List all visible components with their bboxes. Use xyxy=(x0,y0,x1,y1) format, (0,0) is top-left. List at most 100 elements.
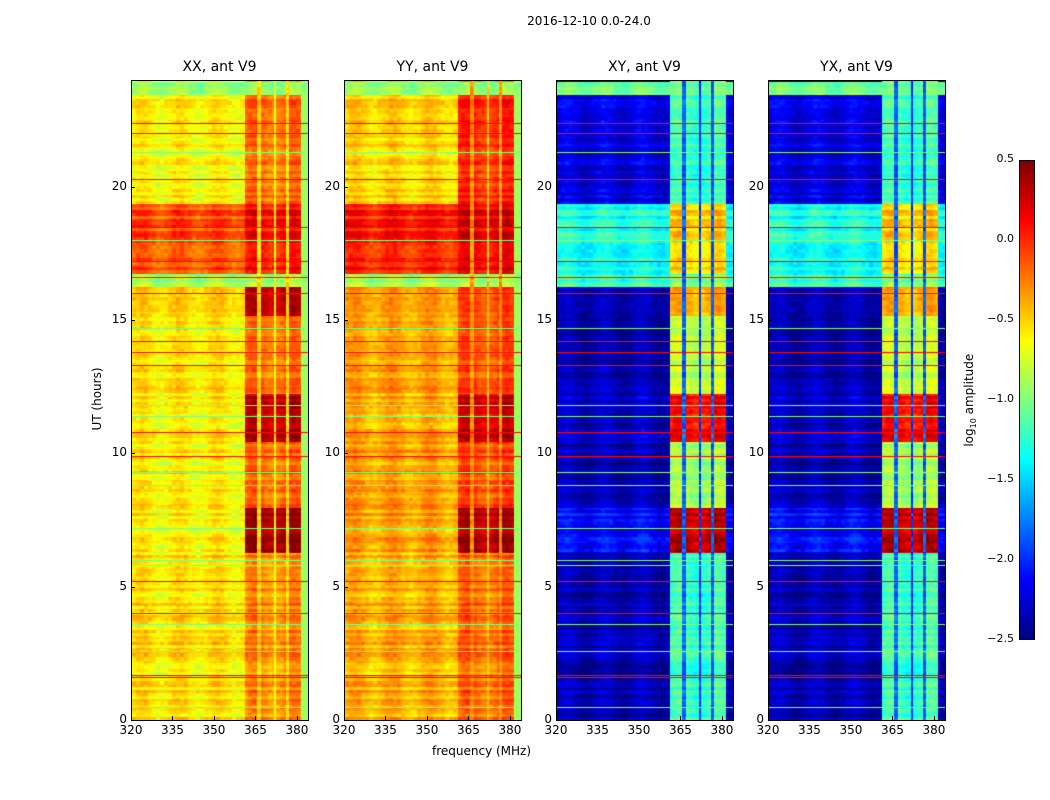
heatmap-image xyxy=(769,81,945,720)
heatmap-panel xyxy=(344,80,522,721)
y-tick-label: 5 xyxy=(119,578,127,593)
x-tick-mark xyxy=(638,716,640,720)
x-tick-mark xyxy=(721,716,723,720)
x-tick-mark xyxy=(680,716,682,720)
x-tick-label: 320 xyxy=(756,723,780,737)
y-tick-mark xyxy=(556,320,560,321)
y-tick-label: 20 xyxy=(748,178,764,193)
heatmap-image xyxy=(557,81,733,720)
x-tick-mark xyxy=(426,716,428,720)
x-tick-mark xyxy=(933,716,935,720)
x-tick-mark xyxy=(213,716,215,720)
y-tick-label: 20 xyxy=(324,178,340,193)
y-tick-label: 5 xyxy=(756,578,764,593)
colorbar-label: log10 amplitude xyxy=(961,353,979,447)
x-tick-label: 365 xyxy=(881,723,904,737)
x-tick-mark xyxy=(768,716,769,720)
x-tick-mark xyxy=(556,716,557,720)
y-tick-label: 5 xyxy=(544,578,552,593)
y-tick-label: 10 xyxy=(748,445,764,460)
x-tick-label: 380 xyxy=(498,723,522,737)
y-tick-mark xyxy=(131,320,135,321)
y-tick-label: 0 xyxy=(119,712,127,726)
x-tick-label: 365 xyxy=(669,723,692,737)
y-tick-mark xyxy=(556,720,560,721)
x-tick-mark xyxy=(597,716,599,720)
heatmap-image xyxy=(345,81,521,720)
y-tick-mark xyxy=(768,720,772,721)
x-tick-label: 350 xyxy=(627,723,651,737)
x-tick-label: 320 xyxy=(119,723,143,737)
x-tick-label: 335 xyxy=(161,723,184,737)
x-tick-label: 350 xyxy=(202,723,226,737)
colorbar-tick-label: 0.5 xyxy=(996,152,1015,165)
x-tick-label: 335 xyxy=(586,723,609,737)
y-tick-label: 0 xyxy=(332,712,340,726)
heatmap-panel xyxy=(556,80,734,721)
y-tick-label: 20 xyxy=(111,178,127,193)
x-tick-mark xyxy=(172,716,174,720)
colorbar-tick-label: −2.5 xyxy=(987,632,1014,645)
panel-title: YX, ant V9 xyxy=(820,59,893,75)
y-tick-mark xyxy=(556,586,560,588)
y-tick-label: 10 xyxy=(536,445,552,460)
y-axis-label: UT (hours) xyxy=(90,367,104,431)
y-tick-mark xyxy=(131,186,135,188)
colorbar-tick-label: −0.5 xyxy=(987,312,1014,325)
x-tick-label: 320 xyxy=(544,723,568,737)
heatmap-image xyxy=(132,81,308,720)
heatmap-panel xyxy=(131,80,309,721)
y-tick-mark xyxy=(344,720,348,721)
y-tick-mark xyxy=(344,453,348,455)
y-tick-mark xyxy=(768,186,772,188)
y-tick-label: 15 xyxy=(324,312,340,326)
y-tick-mark xyxy=(344,186,348,188)
panel-title: XY, ant V9 xyxy=(608,59,681,75)
x-tick-label: 350 xyxy=(839,723,863,737)
heatmap-panel xyxy=(768,80,946,721)
y-tick-label: 5 xyxy=(332,578,340,593)
y-tick-mark xyxy=(131,453,135,455)
y-tick-mark xyxy=(556,186,560,188)
x-tick-mark xyxy=(809,716,811,720)
x-tick-mark xyxy=(509,716,511,720)
x-tick-mark xyxy=(850,716,852,720)
x-tick-label: 335 xyxy=(374,723,397,737)
x-tick-label: 380 xyxy=(922,723,946,737)
y-tick-label: 15 xyxy=(111,312,127,326)
y-tick-mark xyxy=(131,720,135,721)
panel-title: YY, ant V9 xyxy=(396,59,469,75)
panel-title: XX, ant V9 xyxy=(182,59,257,75)
x-tick-mark xyxy=(131,716,132,720)
x-tick-label: 350 xyxy=(415,723,439,737)
y-tick-mark xyxy=(344,320,348,321)
colorbar xyxy=(1019,160,1035,640)
x-tick-mark xyxy=(296,716,298,720)
y-tick-mark xyxy=(768,453,772,455)
colorbar-tick-label: 0.0 xyxy=(996,232,1015,245)
x-tick-label: 380 xyxy=(710,723,734,737)
x-tick-mark xyxy=(344,716,345,720)
x-tick-mark xyxy=(468,716,470,720)
y-tick-label: 15 xyxy=(748,312,764,326)
x-tick-label: 380 xyxy=(285,723,309,737)
x-tick-mark xyxy=(892,716,894,720)
x-axis-label: frequency (MHz) xyxy=(432,744,532,758)
x-tick-label: 320 xyxy=(332,723,356,737)
y-tick-label: 20 xyxy=(536,178,552,193)
y-tick-label: 0 xyxy=(756,712,764,726)
x-tick-label: 365 xyxy=(457,723,480,737)
colorbar-tick-label: −1.5 xyxy=(987,472,1014,485)
y-tick-mark xyxy=(768,586,772,588)
x-tick-label: 365 xyxy=(244,723,267,737)
y-tick-label: 10 xyxy=(324,445,340,460)
y-tick-label: 10 xyxy=(111,445,127,460)
y-tick-mark xyxy=(556,453,560,455)
y-tick-label: 15 xyxy=(536,312,552,326)
x-tick-label: 335 xyxy=(798,723,821,737)
y-tick-label: 0 xyxy=(544,712,552,726)
figure-title: 2016-12-10 0.0-24.0 xyxy=(527,14,651,28)
colorbar-tick-label: −1.0 xyxy=(987,392,1014,405)
y-tick-mark xyxy=(344,586,348,588)
